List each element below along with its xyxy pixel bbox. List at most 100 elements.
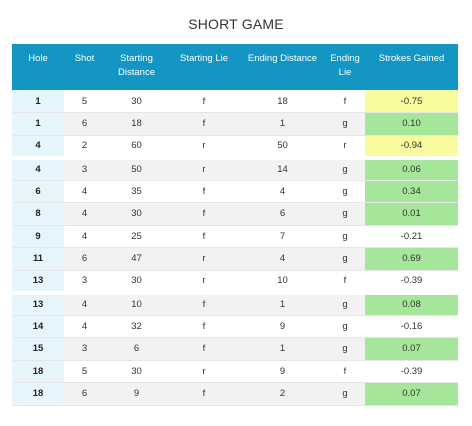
ending-lie-cell: f: [325, 90, 365, 113]
strokes-gained-cell: 0.69: [365, 247, 458, 271]
starting-lie-cell: f: [168, 112, 240, 136]
hole-cell: 9: [12, 225, 64, 248]
starting-distance-cell: 60: [105, 135, 168, 158]
ending-lie-cell: g: [325, 382, 365, 406]
table-row[interactable]: 14 4 32 f 9 g -0.16: [12, 315, 458, 338]
table-row[interactable]: 15 3 6 f 1 g 0.07: [12, 337, 458, 361]
table-row[interactable]: 4 3 50 r 14 g 0.06: [12, 155, 458, 181]
page-title: SHORT GAME: [188, 16, 284, 32]
ending-distance-cell: 1: [240, 112, 325, 136]
hole-cell: 18: [12, 382, 64, 406]
starting-distance-cell: 30: [105, 360, 168, 383]
header-starting-lie[interactable]: Starting Lie: [168, 44, 240, 90]
strokes-gained-cell: 0.34: [365, 180, 458, 203]
strokes-gained-cell: 0.10: [365, 112, 458, 136]
ending-lie-cell: r: [325, 135, 365, 158]
starting-distance-cell: 9: [105, 382, 168, 406]
ending-distance-cell: 9: [240, 360, 325, 383]
shot-cell: 2: [64, 135, 105, 158]
ending-lie-cell: f: [325, 360, 365, 383]
table-row[interactable]: 1 5 30 f 18 f -0.75: [12, 90, 458, 113]
shot-cell: 6: [64, 112, 105, 136]
ending-distance-cell: 50: [240, 135, 325, 158]
starting-distance-cell: 18: [105, 112, 168, 136]
header-row: Hole Shot Starting Distance Starting Lie…: [12, 44, 458, 90]
starting-lie-cell: r: [168, 155, 240, 181]
starting-distance-cell: 10: [105, 290, 168, 316]
shot-cell: 3: [64, 155, 105, 181]
starting-lie-cell: f: [168, 180, 240, 203]
starting-distance-cell: 30: [105, 270, 168, 293]
strokes-gained-cell: 0.01: [365, 202, 458, 226]
starting-lie-cell: r: [168, 135, 240, 158]
table-row[interactable]: 1 6 18 f 1 g 0.10: [12, 112, 458, 136]
starting-distance-cell: 50: [105, 155, 168, 181]
ending-distance-cell: 7: [240, 225, 325, 248]
strokes-gained-cell: 0.07: [365, 337, 458, 361]
starting-distance-cell: 25: [105, 225, 168, 248]
ending-distance-cell: 14: [240, 155, 325, 181]
shot-cell: 6: [64, 247, 105, 271]
header-starting-distance[interactable]: Starting Distance: [105, 44, 168, 90]
starting-lie-cell: r: [168, 247, 240, 271]
hole-cell: 18: [12, 360, 64, 383]
ending-lie-cell: g: [325, 290, 365, 316]
table-row[interactable]: 4 2 60 r 50 r -0.94: [12, 135, 458, 158]
ending-distance-cell: 9: [240, 315, 325, 338]
starting-distance-cell: 32: [105, 315, 168, 338]
strokes-gained-cell: 0.06: [365, 155, 458, 181]
starting-distance-cell: 47: [105, 247, 168, 271]
shot-cell: 5: [64, 360, 105, 383]
hole-cell: 13: [12, 270, 64, 293]
ending-distance-cell: 18: [240, 90, 325, 113]
table-row[interactable]: 11 6 47 r 4 g 0.69: [12, 247, 458, 271]
table-row[interactable]: 13 3 30 r 10 f -0.39: [12, 270, 458, 293]
shot-cell: 3: [64, 270, 105, 293]
starting-lie-cell: r: [168, 270, 240, 293]
header-shot[interactable]: Shot: [64, 44, 105, 90]
ending-distance-cell: 1: [240, 337, 325, 361]
starting-lie-cell: f: [168, 90, 240, 113]
header-strokes-gained[interactable]: Strokes Gained: [365, 44, 458, 90]
table-body: 1 5 30 f 18 f -0.75 1 6 18 f 1 g 0.10 4 2 60 r 50 r -0.94 4 3 5…: [12, 90, 458, 406]
shot-cell: 6: [64, 382, 105, 406]
table-row[interactable]: 9 4 25 f 7 g -0.21: [12, 225, 458, 248]
ending-distance-cell: 4: [240, 180, 325, 203]
hole-cell: 4: [12, 155, 64, 181]
shot-cell: 4: [64, 180, 105, 203]
table-row[interactable]: 18 5 30 r 9 f -0.39: [12, 360, 458, 383]
ending-distance-cell: 1: [240, 290, 325, 316]
starting-lie-cell: f: [168, 290, 240, 316]
ending-lie-cell: g: [325, 337, 365, 361]
shot-cell: 5: [64, 90, 105, 113]
table-row[interactable]: 6 4 35 f 4 g 0.34: [12, 180, 458, 203]
starting-distance-cell: 6: [105, 337, 168, 361]
starting-lie-cell: f: [168, 382, 240, 406]
ending-lie-cell: g: [325, 225, 365, 248]
hole-cell: 14: [12, 315, 64, 338]
starting-lie-cell: f: [168, 337, 240, 361]
hole-cell: 6: [12, 180, 64, 203]
header-ending-distance[interactable]: Ending Distance: [240, 44, 325, 90]
strokes-gained-cell: -0.39: [365, 360, 458, 383]
table-row[interactable]: 18 6 9 f 2 g 0.07: [12, 382, 458, 406]
ending-lie-cell: g: [325, 315, 365, 338]
header-hole[interactable]: Hole: [12, 44, 64, 90]
table-row[interactable]: 13 4 10 f 1 g 0.08: [12, 290, 458, 316]
shot-cell: 3: [64, 337, 105, 361]
hole-cell: 15: [12, 337, 64, 361]
ending-distance-cell: 2: [240, 382, 325, 406]
starting-lie-cell: f: [168, 225, 240, 248]
starting-distance-cell: 35: [105, 180, 168, 203]
strokes-gained-cell: -0.75: [365, 90, 458, 113]
table-row[interactable]: 8 4 30 f 6 g 0.01: [12, 202, 458, 226]
ending-lie-cell: g: [325, 202, 365, 226]
hole-cell: 13: [12, 290, 64, 316]
strokes-gained-cell: -0.16: [365, 315, 458, 338]
hole-cell: 11: [12, 247, 64, 271]
shot-cell: 4: [64, 290, 105, 316]
header-ending-lie[interactable]: Ending Lie: [325, 44, 365, 90]
ending-lie-cell: g: [325, 112, 365, 136]
strokes-gained-cell: 0.07: [365, 382, 458, 406]
